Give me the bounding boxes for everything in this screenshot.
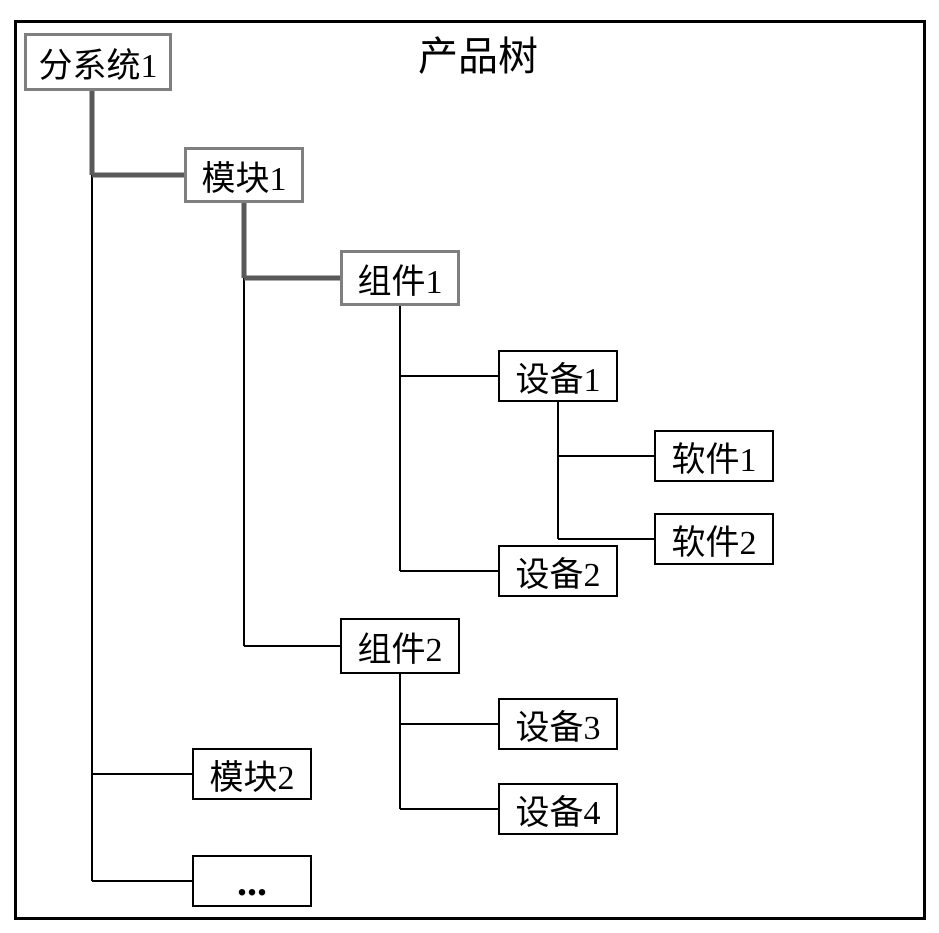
tree-node-sw2: 软件2 [654, 513, 774, 565]
tree-node-dev3: 设备3 [498, 698, 618, 750]
tree-node-dev1: 设备1 [498, 350, 618, 402]
tree-node-ellipsis: ... [192, 855, 312, 907]
tree-node-dev4: 设备4 [498, 783, 618, 835]
tree-node-comp2: 组件2 [340, 618, 460, 674]
diagram-canvas: 产品树 分系统1模块1 组件1 设备1 软件1 软件2 设备2 组件2 设备3 模块2 设备4..… [0, 0, 939, 933]
outer-frame [14, 20, 926, 920]
tree-node-module2: 模块2 [192, 748, 312, 800]
tree-node-sw1: 软件1 [654, 430, 774, 482]
tree-node-comp1: 组件1 [340, 250, 460, 306]
tree-node-subsystem1: 分系统1 [24, 33, 172, 91]
tree-node-module1: 模块1 [184, 147, 304, 203]
diagram-title: 产品树 [418, 24, 538, 82]
tree-node-dev2: 设备2 [498, 545, 618, 597]
